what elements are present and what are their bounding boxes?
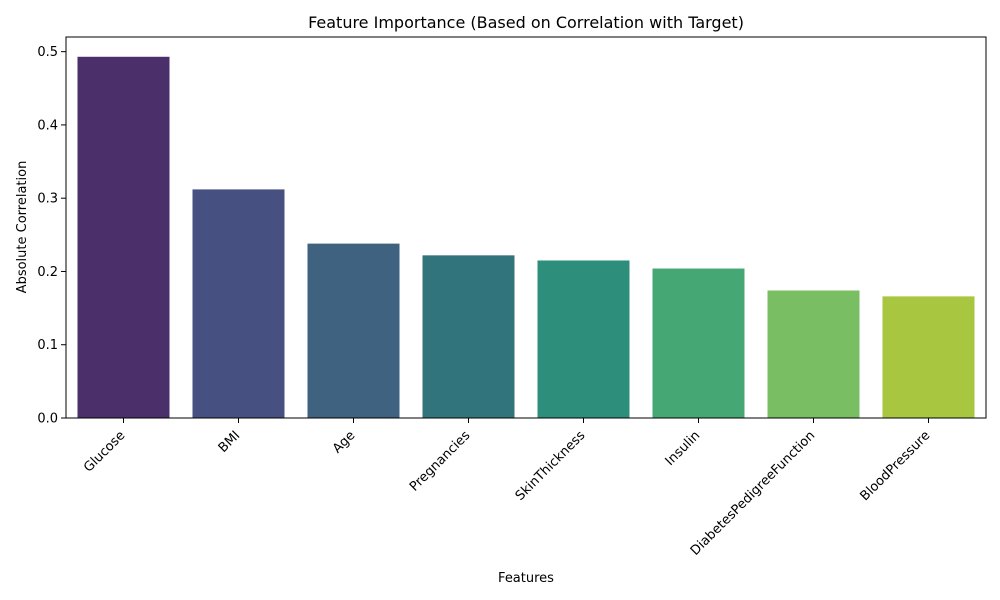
x-tick-label: Age — [330, 428, 358, 456]
x-tick-label: DiabetesPedigreeFunction — [688, 428, 818, 558]
bar-insulin — [652, 268, 745, 418]
plot-area: 0.0 0.1 0.2 0.3 0.4 0.5 Glucose BMI Age Pregnanci… — [37, 45, 975, 559]
bar-glucose — [77, 56, 170, 419]
plot-frame — [65, 36, 987, 419]
bar-pregnancies — [422, 255, 515, 418]
bar-skinthickness — [537, 260, 630, 418]
y-axis-label: Absolute Correlation — [15, 161, 30, 294]
x-tick-label: SkinThickness — [513, 428, 589, 504]
bar-age — [307, 243, 400, 418]
x-tick-label: Pregnancies — [407, 428, 474, 495]
y-tick-label: 0.0 — [37, 412, 58, 427]
y-tick-label: 0.2 — [37, 265, 58, 280]
y-tick-label: 0.5 — [37, 45, 58, 60]
chart-title: Feature Importance (Based on Correlation… — [308, 13, 744, 32]
x-tick-label: BMI — [216, 428, 244, 456]
y-tick-label: 0.3 — [37, 192, 58, 207]
x-tick-label: Glucose — [81, 428, 128, 475]
x-tick-label: BloodPressure — [858, 428, 934, 504]
x-tick-label: Insulin — [663, 428, 704, 469]
x-axis-label: Features — [498, 571, 554, 586]
bar-diabetespedigreefunction — [767, 290, 860, 418]
y-tick-label: 0.1 — [37, 338, 58, 353]
y-tick-label: 0.4 — [37, 118, 58, 133]
bar-bmi — [192, 189, 285, 418]
bar-bloodpressure — [882, 296, 975, 418]
